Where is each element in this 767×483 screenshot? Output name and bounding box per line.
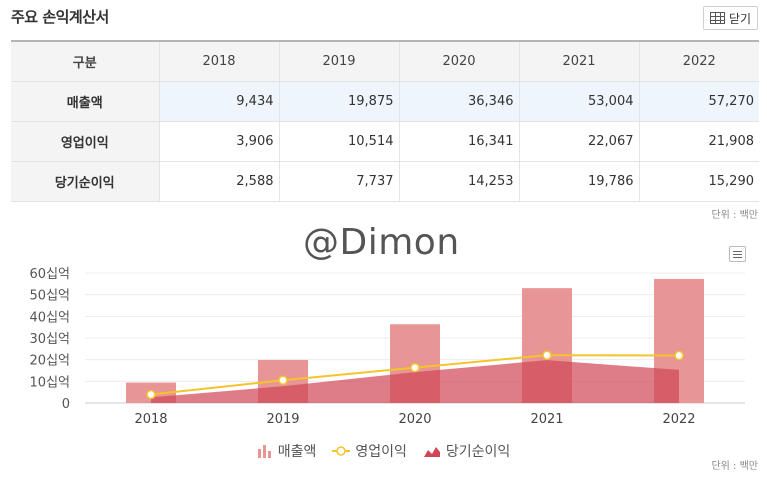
year-header: 2022 <box>638 41 759 82</box>
y-tick-label: 60십억 <box>30 267 70 282</box>
y-tick-label: 10십억 <box>30 375 70 390</box>
line-series-icon <box>332 446 351 456</box>
table-cell: 10,514 <box>278 121 399 162</box>
y-tick-label: 50십억 <box>30 289 70 304</box>
table-cell: 21,908 <box>638 121 759 162</box>
table-corner-header: 구분 <box>11 41 159 82</box>
row-label: 당기순이익 <box>11 161 159 202</box>
table-row-revenue: 매출액 9,434 19,875 36,346 53,004 57,270 <box>11 81 759 122</box>
line-point <box>542 350 552 360</box>
y-tick-label: 30십억 <box>30 332 70 347</box>
legend-item-operating-income[interactable]: 영업이익 <box>332 441 407 461</box>
x-tick-label: 2019 <box>266 412 299 427</box>
table-cell: 57,270 <box>638 81 759 122</box>
table-cell: 19,786 <box>518 161 639 202</box>
line-point <box>278 375 288 385</box>
unit-label: 단위 : 백만 <box>711 461 758 472</box>
income-chart: 0 10십억 20십억 30십억 40십억 50십억 60십억 2018 2019 2020 202… <box>30 267 745 427</box>
x-tick-label: 2018 <box>134 412 167 427</box>
table-cell: 7,737 <box>278 161 399 202</box>
x-tick-label: 2020 <box>398 412 431 427</box>
line-point <box>146 389 156 400</box>
table-row-net-income: 당기순이익 2,588 7,737 14,253 19,786 15,290 <box>11 161 759 202</box>
close-button[interactable]: 닫기 <box>703 6 758 30</box>
table-cell: 3,906 <box>158 121 279 162</box>
x-tick-label: 2021 <box>530 412 563 427</box>
legend-item-net-income[interactable]: 당기순이익 <box>423 441 510 461</box>
table-cell: 16,341 <box>398 121 519 162</box>
table-cell: 36,346 <box>398 81 519 122</box>
watermark-text: @Dimon <box>303 222 460 263</box>
table-cell: 2,588 <box>158 161 279 202</box>
y-tick-label: 40십억 <box>30 310 70 325</box>
table-cell: 14,253 <box>398 161 519 202</box>
row-label: 매출액 <box>11 81 159 122</box>
section-title: 주요 손익계산서 <box>11 8 109 26</box>
legend-label: 영업이익 <box>355 444 407 460</box>
area-series <box>151 360 679 403</box>
area-series-icon <box>423 447 440 457</box>
line-point <box>674 350 684 361</box>
y-tick-label: 20십억 <box>30 354 70 369</box>
table-cell: 9,434 <box>158 81 279 122</box>
year-header: 2018 <box>158 41 279 82</box>
chart-legend: 매출액 영업이익 당기순이익 <box>0 441 767 461</box>
table-row-operating-income: 영업이익 3,906 10,514 16,341 22,067 21,908 <box>11 121 759 162</box>
table-header-row: 구분 2018 2019 2020 2021 2022 <box>11 41 759 82</box>
table-icon <box>709 12 725 24</box>
table-cell: 53,004 <box>518 81 639 122</box>
chart-menu-icon[interactable] <box>729 246 746 262</box>
close-button-label: 닫기 <box>728 11 752 26</box>
year-header: 2019 <box>278 41 399 82</box>
row-label: 영업이익 <box>11 121 159 162</box>
table-cell: 19,875 <box>278 81 399 122</box>
unit-label: 단위 : 백만 <box>711 210 758 221</box>
bar-series-icon <box>257 445 271 458</box>
legend-item-revenue[interactable]: 매출액 <box>257 441 317 461</box>
table-cell: 22,067 <box>518 121 639 162</box>
line-point <box>410 362 420 373</box>
year-header: 2021 <box>518 41 639 82</box>
year-header: 2020 <box>398 41 519 82</box>
legend-label: 매출액 <box>277 444 317 460</box>
legend-label: 당기순이익 <box>445 444 511 460</box>
x-tick-label: 2022 <box>662 412 695 427</box>
income-statement-table: 구분 2018 2019 2020 2021 2022 매출액 9,434 19… <box>11 40 759 202</box>
table-cell: 15,290 <box>638 161 759 202</box>
y-tick-label: 0 <box>62 397 70 412</box>
